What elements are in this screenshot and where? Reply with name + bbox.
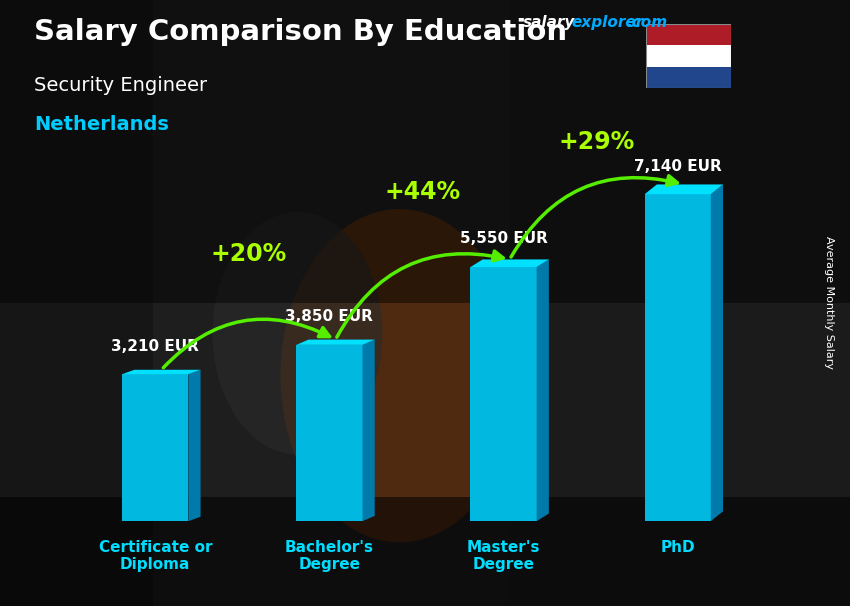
Ellipse shape: [280, 209, 518, 542]
Bar: [297, 345, 362, 521]
Text: Netherlands: Netherlands: [34, 115, 169, 134]
Text: 5,550 EUR: 5,550 EUR: [460, 231, 547, 247]
Bar: [0, 0, 850, 303]
Text: 3,850 EUR: 3,850 EUR: [286, 309, 373, 324]
Text: +29%: +29%: [558, 130, 635, 155]
Polygon shape: [536, 259, 549, 521]
Text: Master's
Degree: Master's Degree: [467, 540, 541, 572]
Text: Salary Comparison By Education: Salary Comparison By Education: [34, 18, 567, 46]
Text: +44%: +44%: [384, 180, 461, 204]
Text: salary: salary: [523, 15, 575, 30]
Text: PhD: PhD: [660, 540, 695, 554]
Text: Bachelor's
Degree: Bachelor's Degree: [285, 540, 374, 572]
Polygon shape: [189, 370, 201, 521]
Ellipse shape: [212, 212, 382, 454]
Text: Certificate or
Diploma: Certificate or Diploma: [99, 540, 212, 572]
Bar: [646, 67, 731, 88]
Bar: [646, 45, 731, 67]
Bar: [0, 0, 153, 606]
Text: 7,140 EUR: 7,140 EUR: [634, 159, 722, 174]
Bar: [471, 267, 536, 521]
Text: explorer: explorer: [571, 15, 643, 30]
Bar: [510, 0, 850, 606]
Polygon shape: [711, 184, 723, 521]
Polygon shape: [644, 184, 723, 195]
Bar: [122, 374, 189, 521]
Bar: [0, 497, 850, 606]
Polygon shape: [471, 259, 549, 267]
Polygon shape: [122, 370, 201, 374]
Bar: [646, 24, 731, 45]
Bar: [644, 195, 711, 521]
Text: Security Engineer: Security Engineer: [34, 76, 207, 95]
Text: .com: .com: [626, 15, 667, 30]
Text: Average Monthly Salary: Average Monthly Salary: [824, 236, 834, 370]
Text: 3,210 EUR: 3,210 EUR: [111, 339, 199, 353]
Polygon shape: [297, 339, 375, 345]
Polygon shape: [362, 339, 375, 521]
Text: +20%: +20%: [210, 242, 286, 265]
